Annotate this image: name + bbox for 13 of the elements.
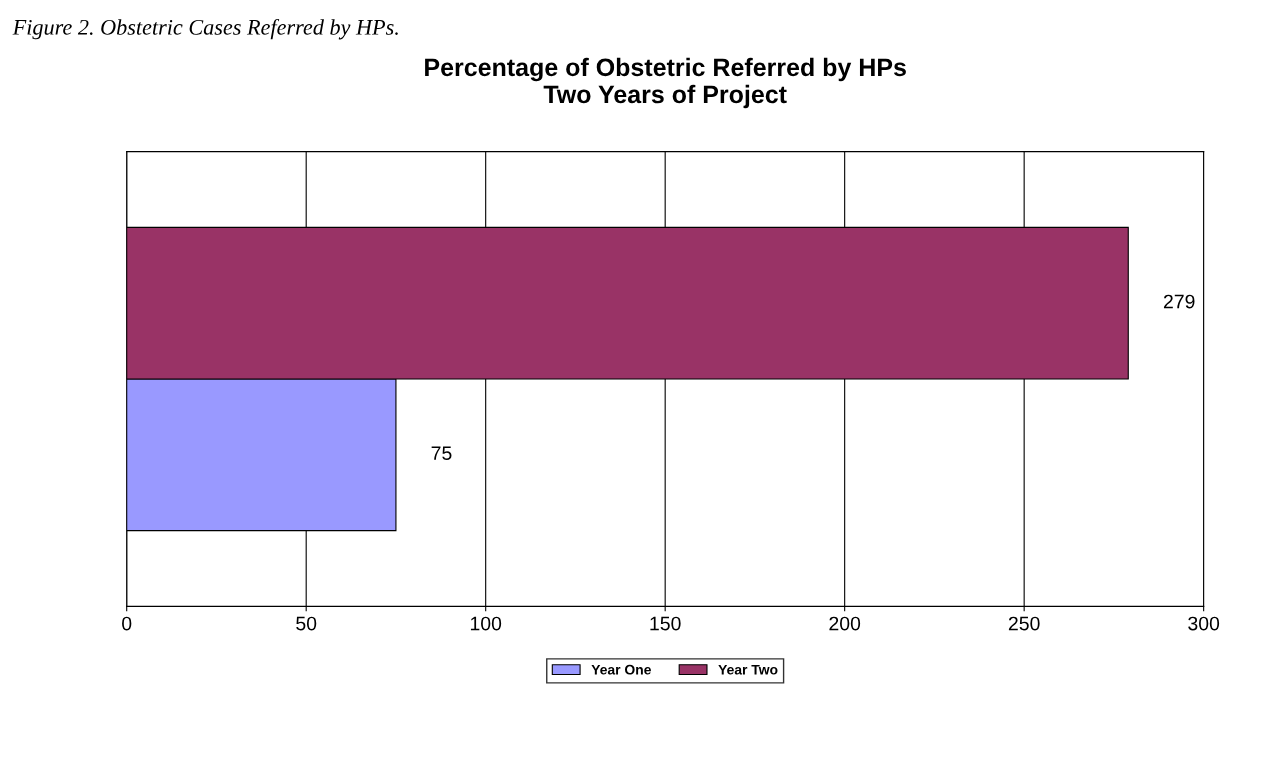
data-label: 279 — [1163, 294, 1195, 309]
caption: Figure 2. Obstetric Cases Referred by HPs. — [12, 18, 398, 40]
data-label: 75 — [431, 446, 452, 461]
x-tick-label: 0 — [122, 616, 132, 631]
chart-title: Percentage of Obstetric Referred by HPs Two Years of Project — [425, 57, 906, 109]
x-tick-label: 250 — [1008, 616, 1040, 631]
x-tick-label: 200 — [829, 616, 861, 631]
x-tick-label: 150 — [650, 616, 681, 631]
x-tick-label: 50 — [296, 616, 317, 631]
legend-label: Year One — [591, 664, 651, 675]
x-tick-label: 300 — [1188, 616, 1220, 631]
legend-label: Year Two — [718, 664, 778, 675]
x-tick-label: 100 — [470, 616, 502, 631]
